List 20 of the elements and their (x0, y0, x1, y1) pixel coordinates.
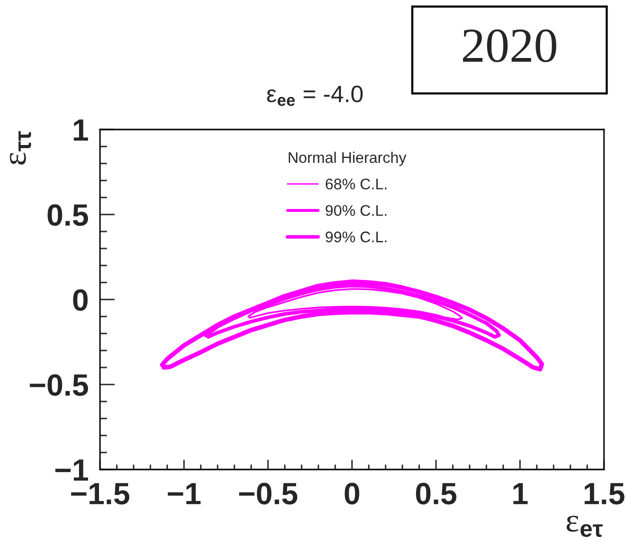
x-tick-label: −1.5 (71, 483, 130, 504)
text: 2020 (463, 29, 556, 62)
x-tick-label: −0.5 (239, 482, 298, 504)
legend-title: Normal Hierarchy (288, 152, 406, 166)
x-tick-label: 0.5 (416, 482, 456, 504)
y-tick-label: 0.5 (48, 204, 88, 226)
x-tick-label: −1 (168, 483, 201, 504)
y-tick-label: −0.5 (30, 374, 88, 396)
y-tick-label: 1 (74, 120, 88, 141)
x-tick-label: 1 (513, 483, 528, 504)
chart-title: ε$_{ee}$ = -4.0 (267, 86, 363, 106)
y-tick-label: −1 (55, 460, 88, 481)
y-tick-label: 0 (73, 289, 88, 311)
legend-label: 90% C.L. (326, 205, 386, 216)
legend-label: 68% C.L. (326, 178, 386, 190)
y-axis-title: ε$_{ττ}$ (10, 131, 32, 165)
legend-label: 99% C.L. (326, 232, 386, 242)
x-axis-title: ε$_{eτ}$ (566, 516, 603, 537)
x-tick-label: 0 (344, 482, 360, 504)
x-tick-label: 1.5 (584, 483, 624, 504)
